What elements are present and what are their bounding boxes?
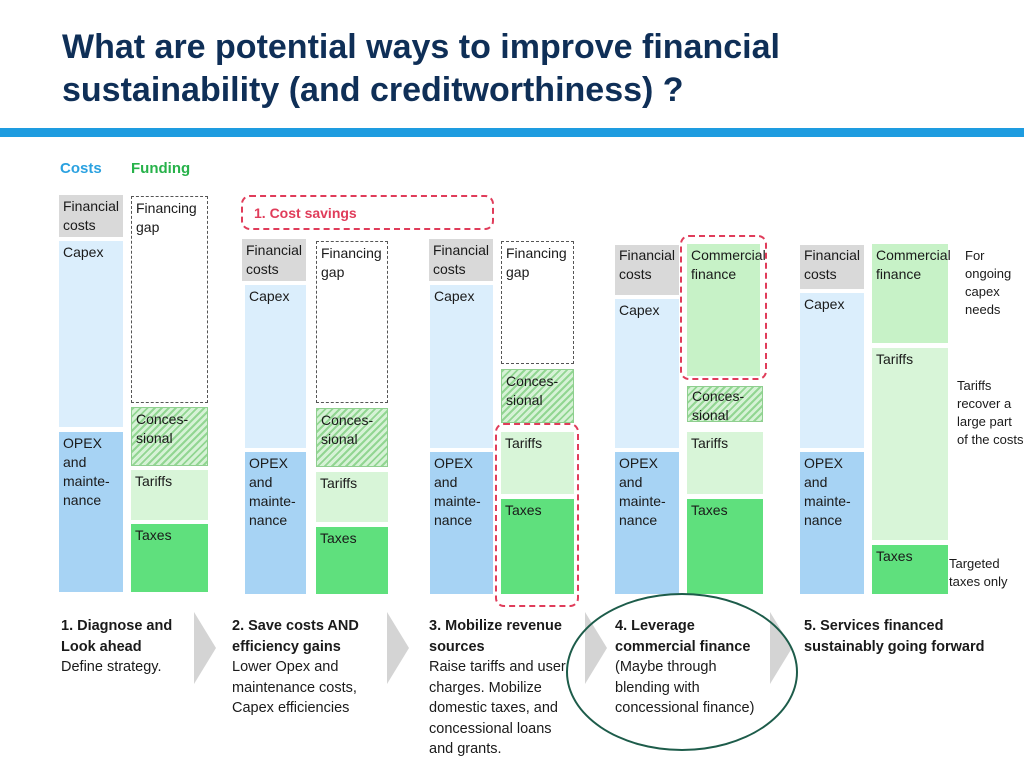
stage2-financing-gap-block: Financing gap (316, 241, 388, 403)
step-5-title: 5. Services financed sustainably going f… (804, 618, 985, 655)
stage1-financial-costs-label: Financial costs (63, 198, 120, 233)
stage4-capex-label: Capex (619, 302, 660, 318)
stage4-financial-costs-block: Financial costs (615, 245, 679, 295)
stage5-commercial-finance-label: Commercial finance (876, 247, 951, 282)
stage4-opex-label: OPEX and mainte- nance (619, 455, 666, 528)
step-1-caption: 1. Diagnose and Look ahead Define strate… (61, 616, 191, 678)
stage3-financial-costs-block: Financial costs (429, 239, 493, 281)
stage3-taxes-block: Taxes (501, 499, 574, 594)
note-tariffs-recover: Tariffs recover a large part of the cost… (957, 378, 1024, 447)
stage4-concessional-label: Conces- sional (692, 388, 745, 423)
stage2-financial-costs-label: Financial costs (246, 242, 303, 277)
note-capex-needs: For ongoing capex needs (965, 248, 1012, 317)
stage3-taxes-label: Taxes (505, 502, 542, 518)
stage1-tariffs-label: Tariffs (135, 473, 173, 489)
step-3-title: 3. Mobilize revenue sources (429, 618, 562, 655)
step-4-highlight-circle (566, 593, 798, 751)
stage5-capex-label: Capex (804, 296, 845, 312)
stage5-opex-label: OPEX and mainte- nance (804, 455, 851, 528)
stage2-financing-gap-label: Financing gap (321, 245, 382, 280)
stage3-capex-label: Capex (434, 288, 475, 304)
stage5-financial-costs-block: Financial costs (800, 245, 864, 289)
stage1-financing-gap-label: Financing gap (136, 200, 197, 235)
stage5-taxes-label: Taxes (876, 548, 913, 564)
stage3-capex-block: Capex (430, 285, 493, 448)
stage3-opex-label: OPEX and mainte- nance (434, 455, 481, 528)
stage4-taxes-block: Taxes (687, 499, 763, 594)
step-2-caption: 2. Save costs AND efficiency gains Lower… (232, 616, 382, 719)
stage1-opex-block: OPEX and mainte- nance (59, 432, 123, 592)
stage3-tariffs-block: Tariffs (501, 432, 574, 494)
stage5-capex-block: Capex (800, 293, 864, 448)
stage5-financial-costs-label: Financial costs (804, 247, 861, 282)
step-1-title: 1. Diagnose and Look ahead (61, 618, 173, 655)
stage2-tariffs-block: Tariffs (316, 472, 388, 522)
stage1-concessional-block: Conces- sional (131, 407, 208, 466)
stage4-opex-block: OPEX and mainte- nance (615, 452, 679, 594)
stage1-capex-label: Capex (63, 244, 104, 260)
stage3-concessional-block: Conces- sional (501, 369, 574, 423)
stage4-commercial-finance-block: Commercial finance (687, 244, 766, 376)
stage2-opex-label: OPEX and mainte- nance (249, 455, 296, 528)
step-2-title: 2. Save costs AND efficiency gains (232, 618, 359, 655)
stage1-taxes-label: Taxes (135, 527, 172, 543)
step-3-text: Raise tariffs and user charges. Mobilize… (429, 659, 566, 757)
stage5-taxes-block: Taxes (872, 545, 948, 594)
stage3-concessional-label: Conces- sional (506, 373, 559, 408)
stage3-tariffs-label: Tariffs (505, 435, 543, 451)
legend-costs: Costs (60, 160, 102, 177)
stage5-commercial-finance-block: Commercial finance (872, 244, 951, 343)
stage4-capex-block: Capex (615, 299, 679, 448)
chevron-right-icon (387, 612, 409, 684)
stage4-tariffs-label: Tariffs (691, 435, 729, 451)
stage3-financing-gap-block: Financing gap (501, 241, 574, 364)
stage1-financial-costs-block: Financial costs (59, 195, 123, 237)
stage1-taxes-block: Taxes (131, 524, 208, 592)
stage2-capex-block: Capex (245, 285, 306, 448)
stage2-taxes-label: Taxes (320, 530, 357, 546)
stage4-financial-costs-label: Financial costs (619, 247, 676, 282)
stage2-capex-label: Capex (249, 288, 290, 304)
stage2-concessional-block: Conces- sional (316, 408, 388, 467)
stage3-opex-block: OPEX and mainte- nance (430, 452, 493, 594)
stage1-capex-block: Capex (59, 241, 123, 427)
stage4-tariffs-block: Tariffs (687, 432, 763, 494)
note-targeted-taxes: Targeted taxes only (949, 556, 1008, 589)
commercial-finance-highlight (680, 235, 767, 380)
stage4-taxes-label: Taxes (691, 502, 728, 518)
stage2-taxes-block: Taxes (316, 527, 388, 594)
stage2-opex-block: OPEX and mainte- nance (245, 452, 306, 594)
stage4-commercial-finance-label: Commercial finance (691, 247, 766, 282)
step-1-text: Define strategy. (61, 659, 162, 675)
cost-savings-label: 1. Cost savings (254, 205, 357, 221)
page-title: What are potential ways to improve finan… (62, 28, 780, 109)
stage1-tariffs-block: Tariffs (131, 470, 208, 520)
chevron-right-icon (194, 612, 216, 684)
title-rule (0, 128, 1024, 137)
stage5-tariffs-block: Tariffs (872, 348, 948, 540)
step-5-caption: 5. Services financed sustainably going f… (804, 616, 994, 657)
stage1-financing-gap-block: Financing gap (131, 196, 208, 403)
stage4-concessional-block: Conces- sional (687, 386, 763, 423)
stage3-financing-gap-label: Financing gap (506, 245, 567, 280)
revenue-sources-highlight (495, 423, 579, 607)
step-3-caption: 3. Mobilize revenue sources Raise tariff… (429, 616, 579, 760)
cost-savings-highlight (241, 195, 494, 230)
stage5-opex-block: OPEX and mainte- nance (800, 452, 864, 594)
step-2-text: Lower Opex and maintenance costs, Capex … (232, 659, 357, 716)
stage5-tariffs-label: Tariffs (876, 351, 914, 367)
stage1-concessional-label: Conces- sional (136, 411, 189, 446)
stage2-financial-costs-block: Financial costs (242, 239, 306, 281)
stage2-concessional-label: Conces- sional (321, 412, 374, 447)
stage2-tariffs-label: Tariffs (320, 475, 358, 491)
legend-funding: Funding (131, 160, 191, 177)
stage3-financial-costs-label: Financial costs (433, 242, 490, 277)
stage1-opex-label: OPEX and mainte- nance (63, 435, 110, 508)
